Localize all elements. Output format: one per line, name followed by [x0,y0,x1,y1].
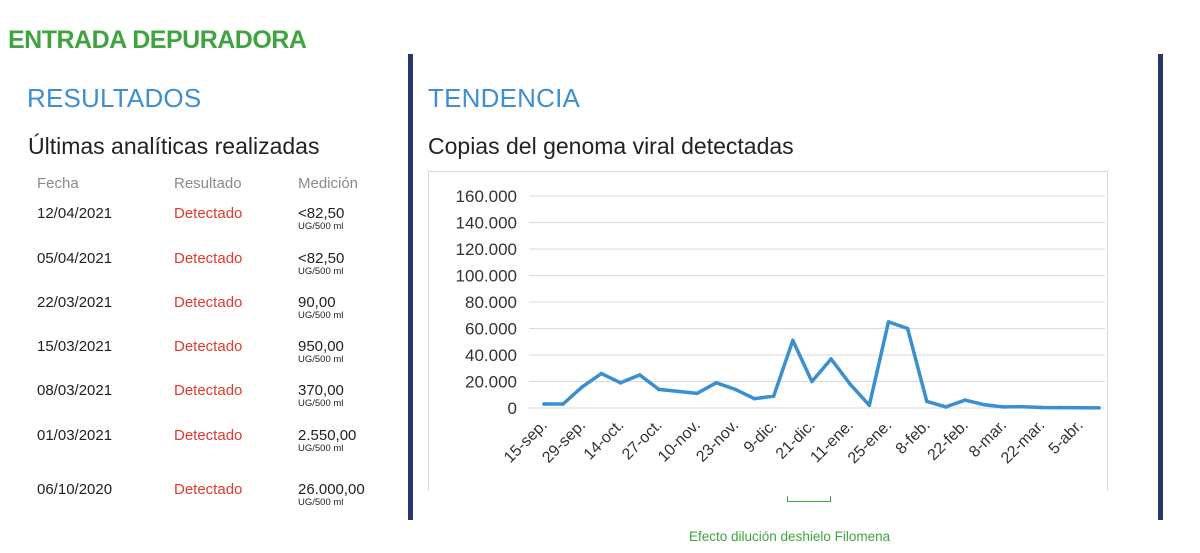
data-point [810,379,814,384]
page-title: ENTRADA DEPURADORA [8,26,307,54]
table-row: 01/03/2021 Detectado 2.550,00 UG/500 ml [0,427,400,467]
data-point [1078,405,1082,410]
table-row: 06/10/2020 Detectado 26.000,00 UG/500 ml [0,481,400,521]
data-point [829,357,833,361]
table-row: 22/03/2021 Detectado 90,00 UG/500 ml [0,294,400,334]
cell-resultado: Detectado [174,338,243,355]
cell-resultado: Detectado [174,481,243,498]
y-tick-label: 120.000 [456,240,517,259]
data-point [580,385,585,389]
data-point [733,387,738,392]
section-divider-right [1158,54,1163,520]
cell-unidad: UG/500 ml [298,310,344,321]
table-row: 08/03/2021 Detectado 370,00 UG/500 ml [0,382,400,422]
y-tick-label: 0 [508,399,517,418]
data-point [886,320,891,324]
cell-fecha: 01/03/2021 [37,427,113,444]
data-point [714,381,719,385]
cell-fecha: 12/04/2021 [37,205,113,222]
cell-resultado: Detectado [174,205,243,222]
table-row: 05/04/2021 Detectado <82,50 UG/500 ml [0,250,400,290]
cell-unidad: UG/500 ml [298,266,344,277]
data-point [561,402,565,406]
analiticas-subtitle: Últimas analíticas realizadas [28,133,320,159]
tendencia-section-title: TENDENCIA [428,83,581,113]
data-point [599,371,604,376]
x-tick-label: 29-sep. [539,417,589,467]
chart-frame: 0 20.000 40.000 60.000 80.000 100.000 120.000 1… [428,171,1108,491]
data-point [848,382,853,386]
y-tick-label: 160.000 [456,187,517,206]
data-point [1001,405,1006,409]
data-point [752,396,757,401]
data-point [944,405,948,409]
x-tick-label: 23-nov. [693,417,742,466]
y-tick-label: 100.000 [456,267,517,286]
x-tick-label: 22-feb. [925,417,972,464]
cell-fecha: 06/10/2020 [37,481,113,498]
cell-unidad: UG/500 ml [298,221,344,232]
cell-medicion: <82,50 [298,250,345,267]
y-tick-label: 80.000 [465,293,517,312]
data-point [1020,404,1025,409]
series-line [542,320,1101,410]
data-point [676,389,680,394]
cell-unidad: UG/500 ml [298,398,344,409]
x-tick-label: 14-oct. [581,417,628,464]
data-point [963,398,967,402]
data-point [867,403,872,408]
chart-subtitle: Copias del genoma viral detectadas [428,133,794,159]
column-header-medicion: Medición [298,175,359,192]
cell-fecha: 22/03/2021 [37,294,113,311]
cell-medicion: 2.550,00 [298,427,357,444]
data-point [695,391,699,396]
data-point [905,326,910,331]
data-point [1097,406,1101,410]
column-header-resultado: Resultado [174,175,242,192]
table-row: 12/04/2021 Detectado <82,50 UG/500 ml [0,205,400,245]
cell-resultado: Detectado [174,427,243,444]
data-point [1058,405,1063,410]
trend-line-chart: 0 20.000 40.000 60.000 80.000 100.000 120.000 1… [456,187,1105,467]
data-point [542,402,546,406]
cell-unidad: UG/500 ml [298,354,344,365]
cell-unidad: UG/500 ml [298,443,344,454]
y-tick-label: 40.000 [465,346,517,365]
data-point [657,387,661,392]
resultados-section-title: RESULTADOS [27,83,202,113]
section-divider-left [408,54,413,520]
cell-fecha: 05/04/2021 [37,250,113,267]
cell-fecha: 15/03/2021 [37,338,113,355]
y-tick-label: 140.000 [456,214,517,233]
cell-resultado: Detectado [174,294,243,311]
cell-medicion: 90,00 [298,294,336,311]
cell-medicion: 26.000,00 [298,481,365,498]
table-row: 15/03/2021 Detectado 950,00 UG/500 ml [0,338,400,378]
cell-medicion: 950,00 [298,338,344,355]
cell-fecha: 08/03/2021 [37,382,113,399]
data-point [790,338,795,343]
data-point [771,394,776,398]
data-point [924,399,929,404]
cell-resultado: Detectado [174,382,243,399]
cell-medicion: <82,50 [298,205,345,222]
cell-unidad: UG/500 ml [298,497,344,508]
data-point [618,381,623,385]
annotation-filomena: Efecto dilución deshielo Filomena [689,529,891,544]
data-point [1039,405,1044,410]
data-point [982,402,986,407]
x-tick-label: 5-abr. [1046,417,1087,458]
y-tick-label: 60.000 [465,320,517,339]
cell-medicion: 370,00 [298,382,344,399]
annotation-bracket [787,496,831,502]
cell-resultado: Detectado [174,250,243,267]
y-tick-label: 20.000 [465,373,517,392]
column-header-fecha: Fecha [37,175,79,192]
data-point [637,373,642,377]
